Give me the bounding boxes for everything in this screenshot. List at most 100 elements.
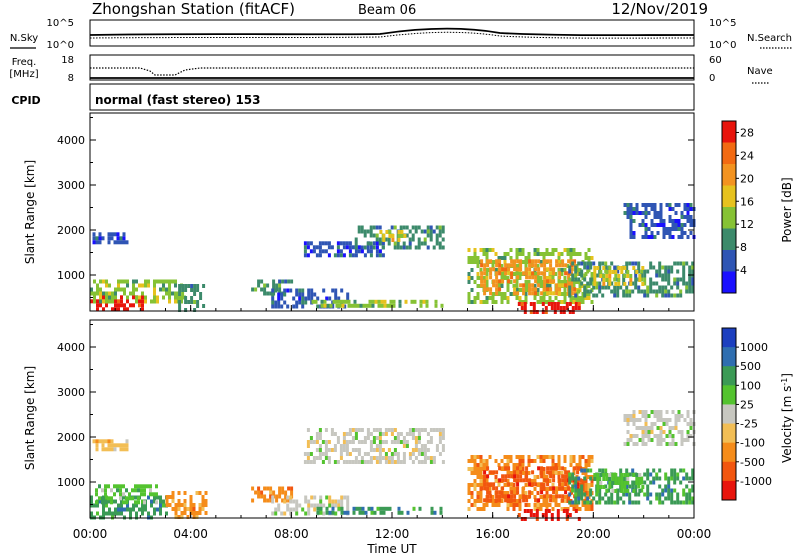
velocity-colorbar-segment [722, 480, 736, 501]
power-cell [673, 293, 677, 298]
velocity-cell [556, 513, 560, 517]
power-cell [555, 287, 559, 292]
velocity-cell [137, 488, 140, 493]
velocity-cell [306, 444, 310, 448]
power-cell [159, 287, 162, 292]
velocity-cell [473, 455, 477, 459]
velocity-cell [656, 418, 660, 422]
power-cell [271, 304, 275, 309]
power-cell [387, 237, 391, 242]
velocity-cell [665, 434, 669, 438]
velocity-cell [140, 484, 143, 489]
power-cell [616, 293, 620, 298]
velocity-cell [289, 495, 293, 500]
power-cell [655, 289, 659, 294]
power-cell [467, 272, 471, 276]
power-cell [492, 267, 496, 272]
power-cell [506, 276, 510, 280]
velocity-cell [515, 499, 519, 503]
velocity-cell [381, 448, 385, 452]
power-cell [369, 253, 373, 258]
velocity-cell [372, 456, 376, 460]
velocity-cell [113, 484, 116, 489]
power-cell [414, 229, 418, 234]
velocity-cell [162, 503, 165, 508]
velocity-colorbar-tick-label: 500 [740, 360, 761, 373]
power-cell [495, 279, 499, 284]
power-cell [435, 225, 439, 230]
power-cell [689, 223, 693, 227]
velocity-cell [507, 474, 511, 479]
velocity-cell [168, 495, 172, 499]
power-cell [467, 276, 471, 280]
power-cell [498, 271, 502, 276]
power-cell [601, 285, 605, 290]
power-cell [389, 299, 393, 304]
velocity-cell [143, 500, 146, 505]
power-cell [396, 241, 400, 246]
velocity-cell [146, 484, 149, 489]
velocity-cell [519, 466, 523, 471]
power-cell [122, 236, 126, 241]
velocity-cell [315, 440, 319, 444]
power-cell [369, 241, 373, 246]
velocity-cell [528, 478, 532, 483]
power-cell [572, 284, 576, 288]
power-cell [400, 234, 404, 238]
power-cell [408, 241, 412, 246]
power-cell [489, 259, 493, 264]
power-cell [629, 211, 633, 215]
velocity-cell [649, 480, 653, 485]
velocity-cell [372, 428, 376, 432]
power-cell [592, 293, 596, 298]
power-cell [404, 299, 408, 304]
power-cell [144, 299, 147, 304]
power-cell [440, 303, 444, 308]
velocity-cell [101, 500, 104, 505]
power-cell [563, 276, 567, 280]
velocity-cell [334, 503, 338, 508]
power-cell [537, 267, 541, 272]
velocity-cell [90, 495, 93, 500]
velocity-ytick-label: 1000 [57, 476, 85, 489]
velocity-cell [568, 492, 572, 497]
velocity-cell [318, 444, 322, 448]
velocity-cell [351, 448, 355, 452]
velocity-cell [640, 488, 644, 493]
power-cell [625, 289, 629, 294]
velocity-cell [622, 492, 626, 497]
velocity-cell [408, 456, 412, 460]
power-cell [587, 284, 591, 288]
velocity-cell [467, 467, 471, 471]
power-cell [574, 265, 578, 270]
power-cell [339, 241, 343, 246]
noise-search-label: N.Search [747, 33, 792, 44]
velocity-cell [342, 444, 346, 448]
power-ytick-label: 4000 [57, 134, 85, 147]
power-cell [96, 307, 99, 312]
velocity-cell [290, 490, 294, 495]
power-cell [346, 296, 350, 301]
velocity-cell [366, 428, 370, 432]
velocity-cell [426, 432, 430, 436]
power-cell [536, 280, 540, 284]
power-cell [523, 302, 527, 306]
power-cell [135, 295, 138, 300]
power-cell [306, 253, 310, 258]
power-cell [334, 292, 338, 297]
power-cell [661, 277, 665, 282]
velocity-cell [318, 452, 322, 456]
power-cell [623, 203, 627, 207]
power-cell [388, 230, 392, 234]
power-cell [688, 269, 692, 274]
velocity-cell [682, 492, 686, 497]
power-cell [629, 278, 633, 282]
power-cell [581, 284, 585, 288]
power-colorbar-segment [722, 228, 736, 251]
power-cell [527, 252, 531, 256]
power-cell [531, 291, 535, 296]
velocity-cell [486, 498, 490, 503]
power-ylabel: Slant Range [km] [23, 160, 37, 264]
velocity-cell [494, 459, 498, 463]
velocity-cell [641, 410, 645, 414]
